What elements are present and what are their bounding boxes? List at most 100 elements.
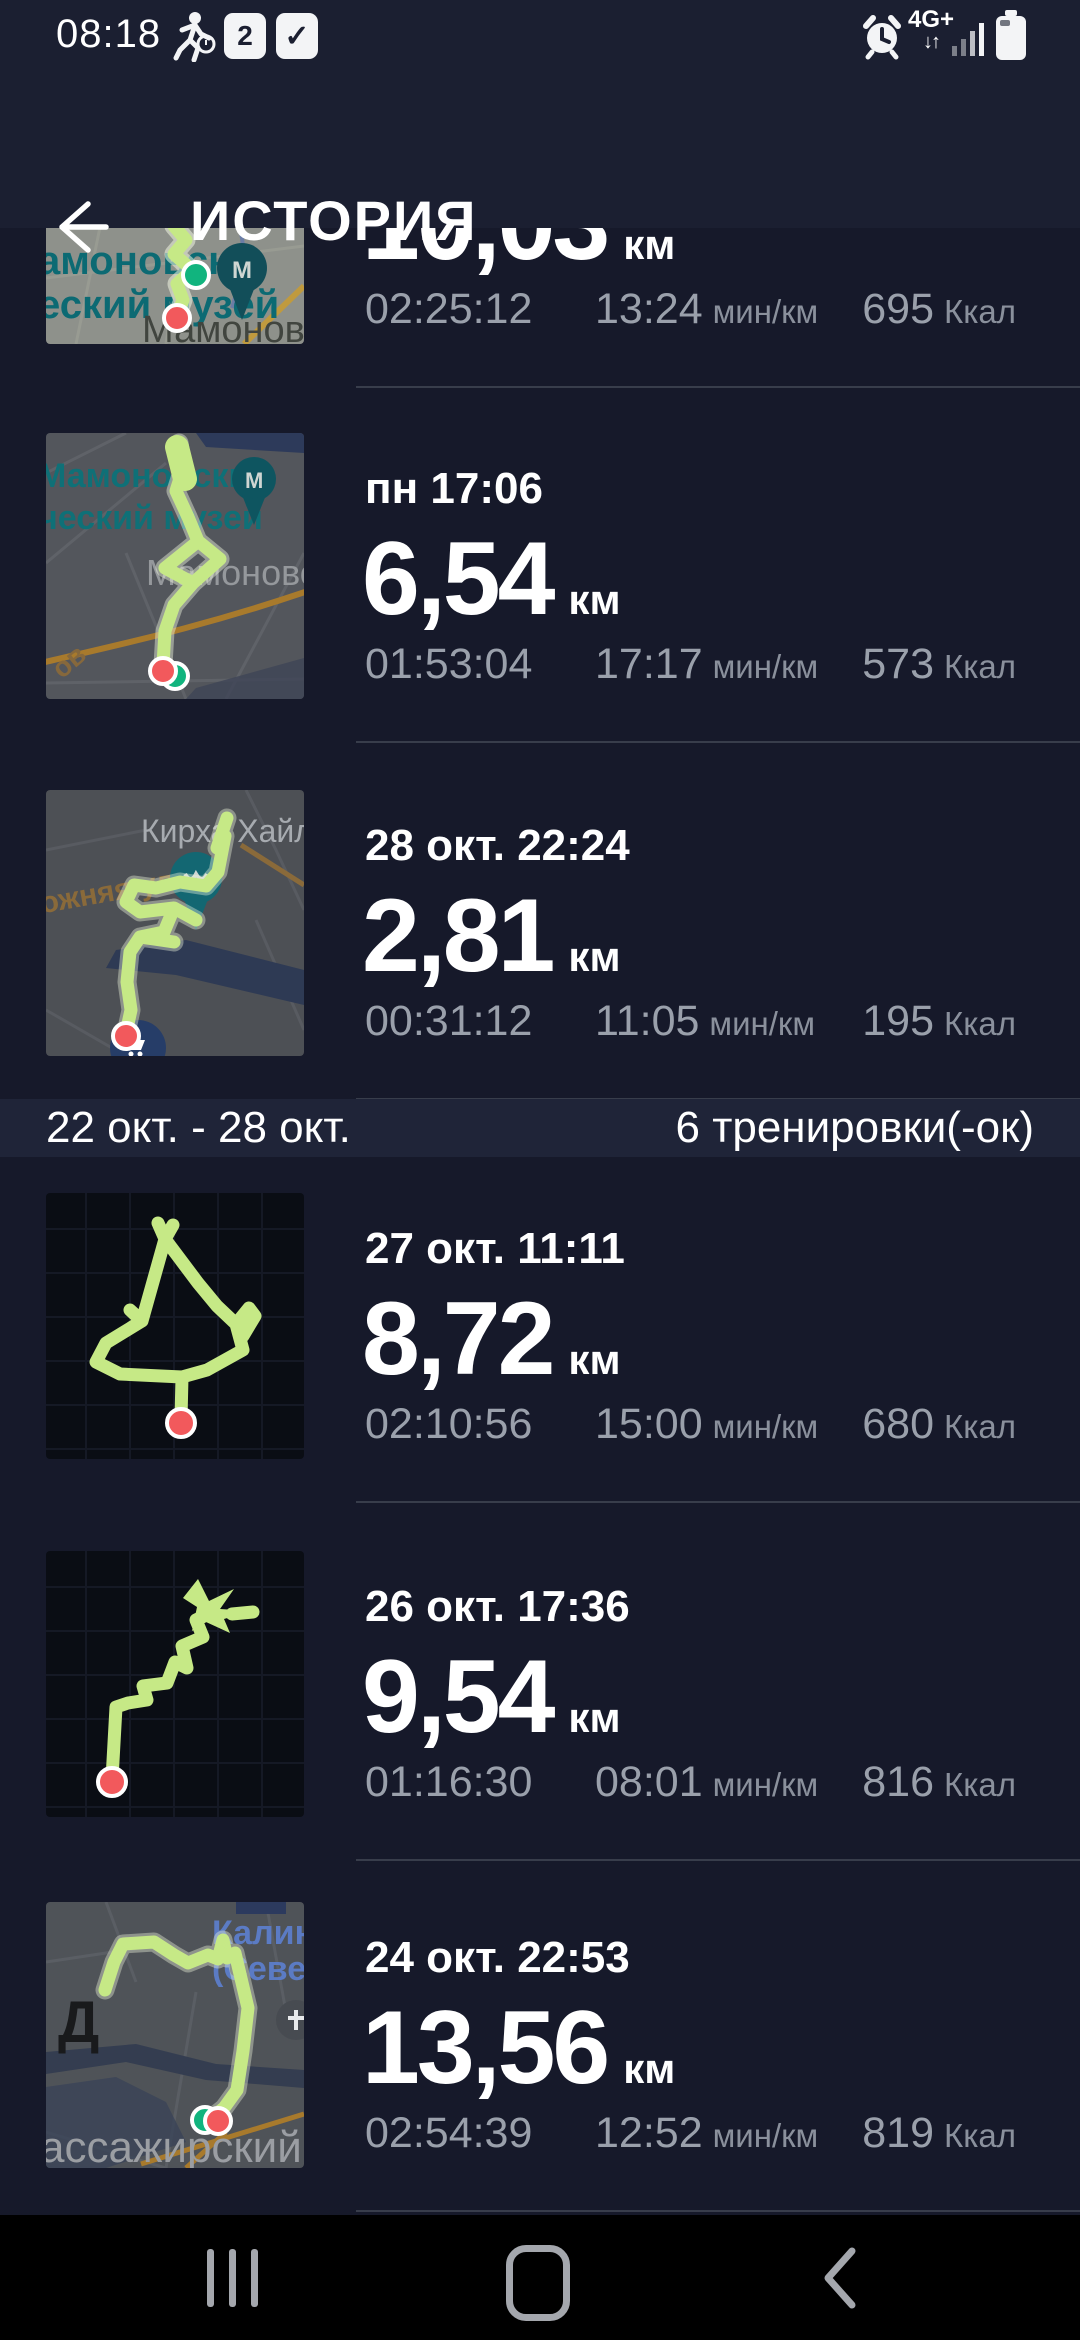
- calories-unit: Ккал: [944, 2117, 1016, 2154]
- duration-value: 01:16:30: [365, 1758, 533, 1806]
- list-divider: [356, 1501, 1080, 1503]
- workout-date: пн 17:06: [365, 464, 543, 513]
- workout-date: 26 окт. 17:36: [365, 1582, 630, 1631]
- calories-value: 695: [862, 285, 934, 333]
- route-map-thumbnail: [46, 1551, 304, 1817]
- network-type-label: 4G+: [908, 6, 955, 33]
- museum-pin-icon: М: [245, 468, 263, 493]
- distance-value: 6,54: [362, 521, 555, 637]
- workout-item[interactable]: 26 окт. 17:36 9,54 км 01:16:30 08:01 мин/…: [0, 1551, 1080, 1908]
- route-start-dot: [96, 1766, 128, 1798]
- list-divider: [356, 741, 1080, 743]
- pace-value: 13:24: [595, 285, 703, 333]
- workout-item[interactable]: 27 окт. 11:11 8,72 км 02:10:56 15:00 мин/…: [0, 1193, 1080, 1550]
- pace-value: 17:17: [595, 640, 703, 688]
- list-divider: [356, 1859, 1080, 1861]
- calories-unit: Ккал: [944, 648, 1016, 685]
- calories-unit: Ккал: [944, 1408, 1016, 1445]
- task-check-icon: ✓: [276, 13, 318, 59]
- data-arrows-icon: ↓↑: [923, 31, 941, 53]
- workout-date: 27 окт. 11:11: [365, 1224, 625, 1273]
- distance-value: 8,72: [362, 1281, 555, 1397]
- home-icon[interactable]: [506, 2245, 570, 2321]
- distance-value: 10,03: [362, 228, 610, 279]
- runner-tracker-icon: [173, 12, 216, 62]
- calories-value: 195: [862, 997, 934, 1045]
- map-label: ассажирский: [46, 2123, 302, 2168]
- week-range: 22 окт. - 28 окт.: [46, 1103, 351, 1152]
- workout-stats: 01:16:30 08:01 мин/км 816 Ккал: [0, 1761, 1080, 1813]
- museum-pin-icon: М: [232, 257, 252, 284]
- pace-unit: мин/км: [709, 1005, 816, 1042]
- calories-value: 819: [862, 2109, 934, 2157]
- route-start-dot: [111, 1021, 141, 1051]
- route-map-thumbnail: [46, 1193, 304, 1459]
- route-map-thumbnail: Калини (Северн Д ассажирский: [46, 1902, 304, 2168]
- alarm-clock-icon: [863, 15, 901, 60]
- workout-distance: 2,81 км: [362, 878, 621, 994]
- workout-date: 28 окт. 22:24: [365, 821, 630, 870]
- workout-distance: 6,54 км: [362, 521, 621, 637]
- distance-value: 9,54: [362, 1639, 555, 1755]
- route-start-dot: [162, 303, 192, 333]
- history-list[interactable]: амоновски еский музей Мамоново М 10,03 к…: [0, 228, 1080, 2215]
- app-header: ИСТОРИЯ: [0, 70, 1080, 253]
- duration-value: 00:31:12: [365, 997, 533, 1045]
- clock: 08:18: [56, 12, 162, 56]
- calories-value: 680: [862, 1400, 934, 1448]
- workout-distance: 9,54 км: [362, 1639, 621, 1755]
- distance-unit: км: [568, 1694, 621, 1741]
- pace-unit: мин/км: [712, 293, 819, 330]
- workout-item[interactable]: Кирха Хайли ожняя ул 28 окт. 22:24 2,81 …: [0, 790, 1080, 1147]
- pace-value: 08:01: [595, 1758, 703, 1806]
- distance-unit: км: [623, 228, 676, 268]
- distance-value: 2,81: [362, 878, 555, 994]
- pace-unit: мин/км: [712, 1766, 819, 1803]
- workout-stats: 01:53:04 17:17 мин/км 573 Ккал: [0, 643, 1080, 695]
- signal-strength-icon: [952, 23, 984, 56]
- route-map-thumbnail: Кирха Хайли ожняя ул: [46, 790, 304, 1056]
- week-section-header: 22 окт. - 28 окт. 6 тренировки(-ок): [0, 1099, 1080, 1157]
- recents-icon[interactable]: [207, 2249, 258, 2307]
- workout-distance: 10,03 км: [362, 228, 675, 279]
- distance-value: 13,56: [362, 1990, 610, 2106]
- route-start-dot: [148, 656, 178, 686]
- workout-item[interactable]: Мамоновский ческий музей Мамоново ов М п…: [0, 433, 1080, 790]
- pace-unit: мин/км: [712, 648, 819, 685]
- route-map-thumbnail: Мамоновский ческий музей Мамоново ов М: [46, 433, 304, 699]
- workout-stats: 00:31:12 11:05 мин/км 195 Ккал: [0, 1000, 1080, 1052]
- workout-item[interactable]: Калини (Северн Д ассажирский 24 окт. 22:…: [0, 1902, 1080, 2215]
- calories-unit: Ккал: [944, 293, 1016, 330]
- workout-item[interactable]: амоновски еский музей Мамоново М 10,03 к…: [0, 228, 1080, 435]
- duration-value: 02:10:56: [365, 1400, 533, 1448]
- duration-value: 01:53:04: [365, 640, 533, 688]
- battery-icon: [996, 10, 1026, 60]
- distance-unit: км: [623, 2045, 676, 2092]
- nav-back-icon[interactable]: [818, 2247, 862, 2309]
- route-map-thumbnail: амоновски еский музей Мамоново М: [46, 228, 304, 344]
- badge-count: 2: [237, 20, 253, 51]
- pace-value: 11:05: [595, 997, 700, 1045]
- page-title: ИСТОРИЯ: [190, 189, 478, 252]
- workout-date: 24 окт. 22:53: [365, 1933, 630, 1982]
- pace-value: 15:00: [595, 1400, 703, 1448]
- calories-value: 573: [862, 640, 934, 688]
- back-button[interactable]: [48, 196, 110, 258]
- calories-unit: Ккал: [944, 1766, 1016, 1803]
- calories-value: 816: [862, 1758, 934, 1806]
- duration-value: 02:54:39: [365, 2109, 533, 2157]
- list-divider: [356, 2210, 1080, 2212]
- list-divider: [356, 386, 1080, 388]
- route-end-dot: [181, 260, 211, 290]
- distance-unit: км: [568, 576, 621, 623]
- pace-value: 12:52: [595, 2109, 703, 2157]
- route-start-dot: [165, 1407, 197, 1439]
- workout-count: 6 тренировки(-ок): [675, 1103, 1035, 1152]
- pace-unit: мин/км: [712, 1408, 819, 1445]
- workout-stats: 02:25:12 13:24 мин/км 695 Ккал: [0, 288, 1080, 340]
- android-nav-bar: [0, 2215, 1080, 2340]
- status-bar: 08:18 2 ✓ 4G+ ↓↑: [0, 0, 1080, 70]
- map-label: Д: [58, 1990, 99, 2055]
- workout-distance: 13,56 км: [362, 1990, 676, 2106]
